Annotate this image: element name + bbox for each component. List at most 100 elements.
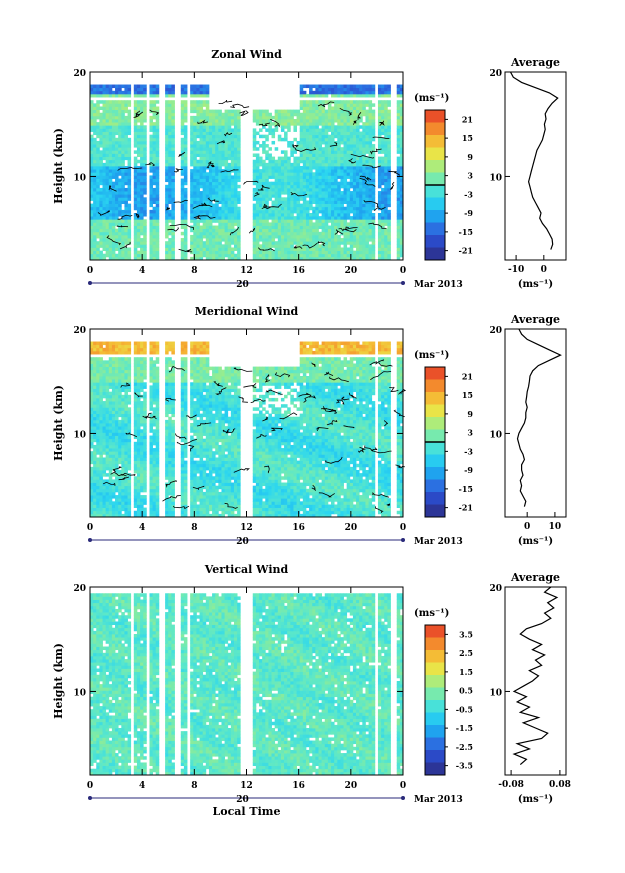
heatmap-cell — [193, 162, 197, 167]
heatmap-cell — [233, 256, 238, 261]
heatmap-cell — [221, 191, 225, 195]
heatmap-cell — [259, 178, 263, 183]
heatmap-cell — [215, 203, 219, 208]
heatmap-cell — [111, 350, 116, 355]
heatmap-cell — [124, 100, 128, 104]
heatmap-cell — [287, 175, 291, 179]
heatmap-cell — [143, 172, 147, 176]
heatmap-cell — [115, 344, 119, 349]
heatmap-cell — [349, 241, 354, 245]
heatmap-cell — [133, 250, 138, 255]
heatmap-cell — [259, 209, 263, 214]
heatmap-cell — [165, 147, 169, 151]
heatmap-cell — [309, 125, 313, 129]
heatmap-cell — [305, 172, 310, 176]
contour-line — [195, 214, 201, 220]
heatmap-cell — [143, 153, 147, 157]
heatmap-cell — [133, 178, 138, 183]
heatmap-cell — [252, 112, 257, 117]
heatmap-cell — [183, 241, 188, 245]
heatmap-cell — [118, 250, 122, 255]
heatmap-cell — [99, 413, 103, 418]
heatmap-cell — [105, 112, 110, 117]
heatmap-cell — [362, 238, 366, 242]
heatmap-cell — [255, 181, 260, 186]
heatmap-cell — [127, 234, 132, 239]
heatmap-cell — [302, 159, 307, 164]
heatmap-cell — [381, 175, 385, 179]
heatmap-cell — [121, 460, 125, 465]
heatmap-cell — [277, 156, 282, 161]
heatmap-cell — [155, 100, 160, 104]
heatmap-cell — [193, 128, 197, 132]
heatmap-cell — [93, 115, 97, 120]
heatmap-cell — [199, 169, 204, 173]
heatmap-cell — [312, 162, 316, 167]
heatmap-cell — [337, 125, 341, 129]
heatmap-cell — [108, 473, 113, 477]
heatmap-cell — [111, 372, 116, 377]
heatmap-cell — [215, 238, 219, 242]
heatmap-cell — [96, 87, 100, 92]
heatmap-cell — [349, 128, 354, 132]
heatmap-cell — [99, 181, 103, 186]
heatmap-cell — [381, 222, 385, 226]
heatmap-cell — [280, 156, 285, 161]
heatmap-cell — [396, 219, 401, 223]
heatmap-cell — [180, 112, 185, 117]
heatmap-cell — [377, 203, 382, 208]
heatmap-cell — [196, 109, 200, 114]
heatmap-cell — [115, 366, 119, 371]
heatmap-cell — [221, 247, 225, 251]
heatmap-cell — [356, 140, 360, 145]
heatmap-cell — [105, 206, 110, 211]
heatmap-cell — [96, 429, 100, 433]
heatmap-cell — [90, 369, 94, 374]
heatmap-cell — [237, 256, 241, 261]
heatmap-cell — [334, 222, 338, 226]
heatmap-cell — [149, 125, 153, 129]
heatmap-cell — [152, 216, 157, 220]
heatmap-cell — [340, 253, 344, 258]
heatmap-cell — [315, 115, 319, 120]
heatmap-cell — [321, 166, 326, 170]
heatmap-cell — [202, 178, 207, 183]
heatmap-cell — [208, 256, 213, 261]
heatmap-cell — [180, 131, 185, 136]
heatmap-cell — [230, 112, 235, 117]
heatmap-cell — [202, 112, 207, 117]
heatmap-cell — [165, 140, 169, 145]
heatmap-cell — [399, 159, 404, 164]
heatmap-cell — [149, 175, 153, 179]
heatmap-cell — [118, 131, 122, 136]
heatmap-cell — [121, 507, 125, 512]
heatmap-cell — [331, 84, 335, 89]
heatmap-cell — [96, 197, 100, 201]
heatmap-cell — [252, 234, 257, 239]
heatmap-cell — [327, 203, 332, 208]
heatmap-cell — [133, 231, 138, 236]
heatmap-cell — [102, 231, 107, 236]
heatmap-cell — [121, 169, 125, 173]
heatmap-cell — [277, 222, 282, 226]
heatmap-cell — [324, 213, 329, 217]
heatmap-cell — [318, 137, 323, 142]
heatmap-cell — [202, 231, 207, 236]
heatmap-cell — [208, 209, 213, 214]
heatmap-cell — [384, 90, 388, 95]
heatmap-cell — [118, 413, 122, 418]
heatmap-cell — [252, 228, 257, 233]
heatmap-cell — [108, 429, 113, 433]
heatmap-cell — [118, 187, 122, 192]
contour-line — [292, 144, 299, 149]
heatmap-cell — [277, 119, 282, 123]
heatmap-cell — [183, 150, 188, 154]
heatmap-cell — [121, 119, 125, 123]
heatmap-cell — [205, 156, 210, 161]
heatmap-cell — [362, 219, 366, 223]
heatmap-cell — [349, 209, 354, 214]
heatmap-cell — [287, 234, 291, 239]
heatmap-cell — [155, 256, 160, 261]
heatmap-cell — [384, 147, 388, 151]
heatmap-cell — [321, 194, 326, 198]
